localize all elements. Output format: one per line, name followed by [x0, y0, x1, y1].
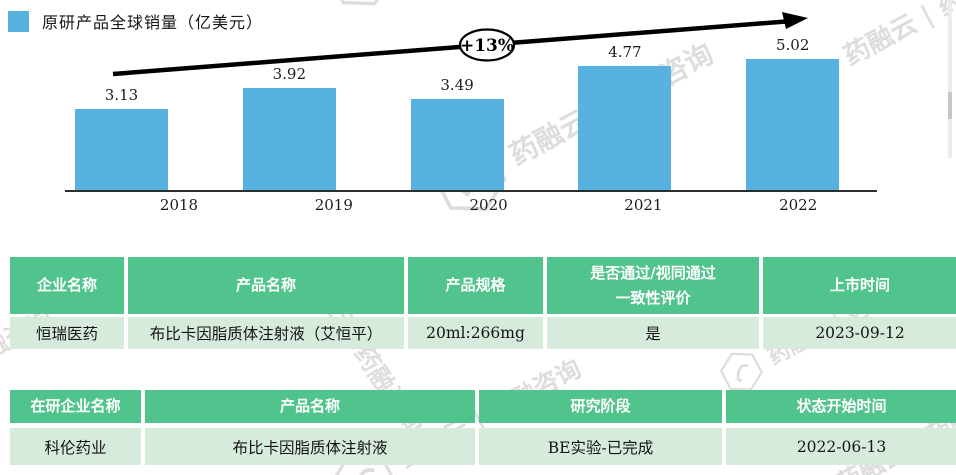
- bar-value-label: 3.13: [104, 85, 139, 104]
- legend-label: 原研产品全球销量（亿美元）: [42, 13, 264, 32]
- header-listing-date: 上市时间: [763, 257, 956, 314]
- x-axis-label-2022: 2022: [779, 196, 818, 214]
- approval-table: 企业名称 产品名称 产品规格 是否通过/视同通过 一致性评价 上市时间 恒瑞医药…: [6, 254, 956, 352]
- approval-header-row: 企业名称 产品名称 产品规格 是否通过/视同通过 一致性评价 上市时间: [10, 257, 956, 314]
- bar-value-label: 3.49: [440, 76, 474, 95]
- table-row: 恒瑞医药 布比卡因脂质体注射液（艾恒平） 20ml:266mg 是 2023-0…: [10, 317, 956, 349]
- cell-research-company: 科伦药业: [10, 428, 141, 465]
- bar-2018: [75, 108, 168, 190]
- cell-company-name: 恒瑞医药: [10, 317, 124, 349]
- header-product-spec: 产品规格: [408, 257, 543, 314]
- trend-arrow-head: [782, 12, 808, 29]
- bar-2021: [578, 65, 672, 190]
- trend-arrow-line: [112, 18, 793, 77]
- cell-product-name: 布比卡因脂质体注射液（艾恒平）: [128, 317, 404, 349]
- trend-arrow: +13%: [112, 12, 808, 77]
- header-company-name: 企业名称: [10, 257, 124, 314]
- header-product-name: 产品名称: [145, 390, 475, 423]
- scrollbar-track[interactable]: [948, 0, 952, 158]
- bar-value-label: 3.92: [272, 65, 306, 84]
- header-research-stage: 研究阶段: [479, 390, 722, 423]
- cell-consistency-evaluation: 是: [547, 317, 759, 349]
- x-axis-label-2019: 2019: [314, 196, 353, 214]
- cell-status-start-date: 2022-06-13: [726, 428, 956, 465]
- growth-rate-badge: [458, 28, 516, 62]
- bar-value-label: 4.77: [608, 42, 642, 61]
- legend: 原研产品全球销量（亿美元）: [8, 9, 263, 33]
- sales-bar-chart: 3.13 2018 3.92 2019 3.49 2020 4.77 2021 5.02 2022…: [0, 0, 956, 225]
- bar-2022: [746, 59, 840, 190]
- pipeline-header-row: 在研企业名称 产品名称 研究阶段 状态开始时间: [10, 390, 956, 423]
- table-row: 科伦药业 布比卡因脂质体注射液 BE实验-已完成 2022-06-13: [10, 428, 956, 465]
- x-axis-label-2018: 2018: [159, 196, 199, 214]
- cell-research-stage: BE实验-已完成: [479, 428, 722, 465]
- header-status-start-date: 状态开始时间: [726, 390, 956, 423]
- bar-2020: [410, 99, 504, 190]
- scrollbar-thumb[interactable]: [948, 92, 952, 119]
- x-axis-label-2021: 2021: [624, 196, 663, 214]
- x-axis-label-2020: 2020: [469, 196, 508, 214]
- header-product-name: 产品名称: [128, 257, 404, 314]
- bar-2019: [242, 88, 336, 190]
- cell-product-spec: 20ml:266mg: [408, 317, 543, 349]
- legend-swatch: [8, 10, 29, 32]
- header-research-company: 在研企业名称: [10, 390, 141, 423]
- cell-listing-date: 2023-09-12: [763, 317, 956, 349]
- header-consistency-evaluation: 是否通过/视同通过 一致性评价: [547, 257, 759, 314]
- cell-product-name: 布比卡因脂质体注射液: [145, 428, 475, 465]
- bar-value-label: 5.02: [775, 36, 810, 55]
- growth-rate-label: +13%: [460, 36, 514, 56]
- x-axis: [65, 190, 877, 192]
- pipeline-table: 在研企业名称 产品名称 研究阶段 状态开始时间 科伦药业 布比卡因脂质体注射液 …: [6, 385, 956, 470]
